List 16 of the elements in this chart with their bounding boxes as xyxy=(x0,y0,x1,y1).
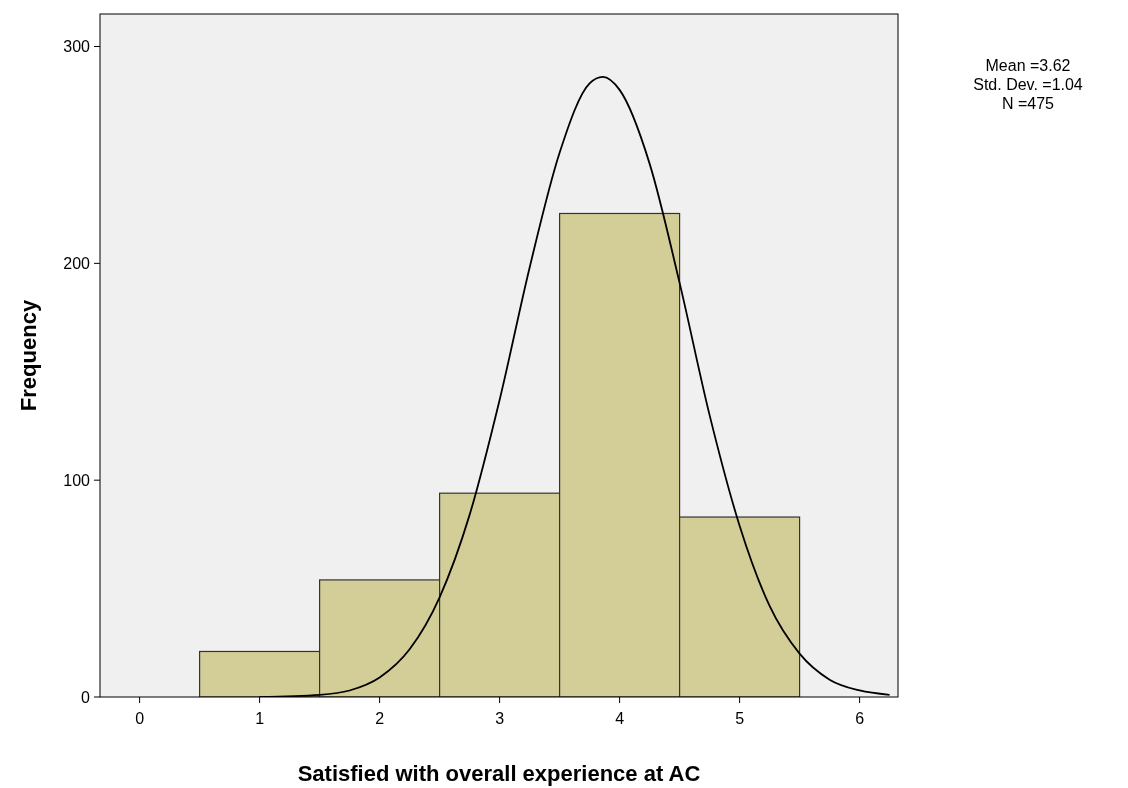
x-tick-label: 4 xyxy=(615,710,625,727)
text: Std. Dev. =1.04 xyxy=(973,76,1083,93)
x-tick-label: 2 xyxy=(375,710,385,727)
y-tick-label: 100 xyxy=(63,471,91,489)
y-tick-label: 0 xyxy=(81,688,91,706)
y-axis-title: Frequency xyxy=(16,299,41,412)
y-tick-label: 300 xyxy=(63,38,91,56)
y-tick-label: 200 xyxy=(63,254,91,272)
x-axis-title: Satisfied with overall experience at AC xyxy=(297,761,701,786)
x-tick-label: 1 xyxy=(255,710,265,727)
x-tick-label: 3 xyxy=(495,710,505,727)
text: Mean =3.62 xyxy=(985,57,1071,74)
text: N =475 xyxy=(1001,95,1055,112)
x-tick-label: 5 xyxy=(735,710,745,727)
x-tick-label: 6 xyxy=(855,710,865,727)
x-tick-label: 0 xyxy=(135,710,145,727)
